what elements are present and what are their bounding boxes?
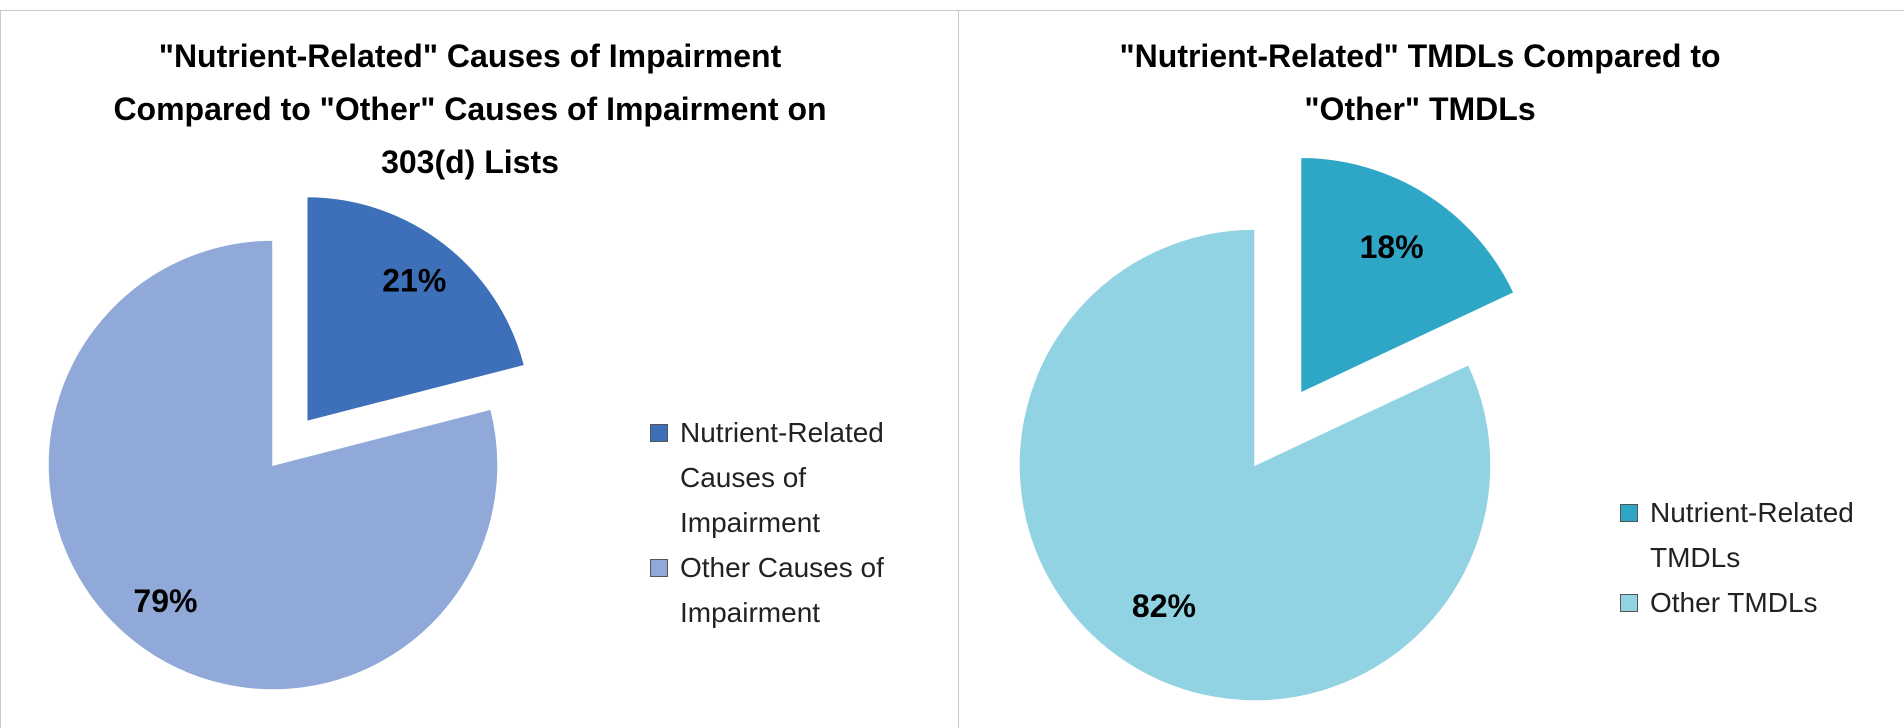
data-label: 21% <box>382 262 446 298</box>
legend-entry: Other Causes of Impairment <box>650 545 900 635</box>
legend-label: Nutrient-Related Causes of Impairment <box>680 417 884 538</box>
data-label: 79% <box>133 583 197 619</box>
legend-label: Other Causes of Impairment <box>680 552 884 628</box>
pie-slice <box>305 195 526 423</box>
legend-label: Nutrient-Related TMDLs <box>1650 497 1854 573</box>
legend: Nutrient-Related TMDLs Other TMDLs <box>1620 490 1890 625</box>
legend-label: Other TMDLs <box>1650 587 1818 618</box>
pie-slice <box>1018 228 1492 702</box>
panel-border <box>958 10 1904 728</box>
pie-slice <box>47 239 499 691</box>
chart-title: "Nutrient-Related" Causes of Impairment … <box>113 38 827 180</box>
legend: Nutrient-Related Causes of Impairment Oth… <box>650 410 900 635</box>
legend-swatch <box>1620 594 1638 612</box>
pie-slice <box>1299 156 1516 395</box>
legend-entry: Nutrient-Related Causes of Impairment <box>650 410 900 545</box>
legend-entry: Nutrient-Related TMDLs <box>1620 490 1890 580</box>
chart-title: "Nutrient-Related" TMDLs Compared to "Ot… <box>1119 38 1721 127</box>
legend-swatch <box>650 559 668 577</box>
legend-swatch <box>1620 504 1638 522</box>
data-label: 18% <box>1360 229 1424 265</box>
legend-swatch <box>650 424 668 442</box>
data-label: 82% <box>1132 588 1196 624</box>
legend-entry: Other TMDLs <box>1620 580 1890 625</box>
